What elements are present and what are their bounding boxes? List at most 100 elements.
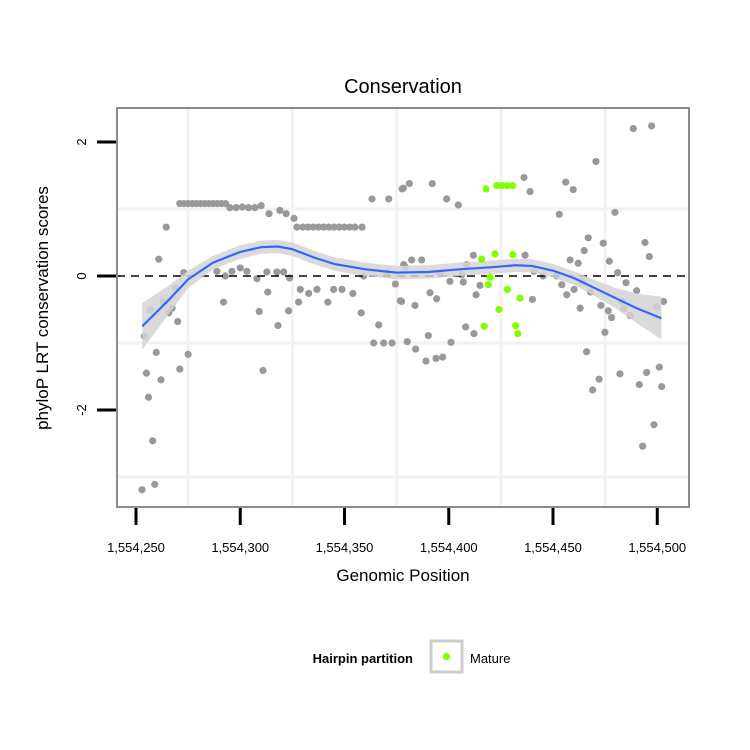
data-point-other — [273, 268, 281, 276]
data-point-other — [648, 122, 656, 130]
data-point-other — [368, 195, 376, 203]
data-point-other — [375, 321, 383, 329]
data-point-other — [422, 357, 430, 365]
x-tick-label: 1,554,400 — [420, 540, 478, 555]
data-point-other — [243, 267, 251, 275]
data-point-mature — [512, 321, 520, 330]
x-tick-label: 1,554,500 — [628, 540, 686, 555]
y-tick-label: 2 — [74, 138, 89, 145]
data-point-other — [151, 480, 159, 488]
data-point-other — [219, 298, 228, 306]
data-point-other — [658, 382, 666, 391]
data-point-other — [285, 307, 293, 315]
data-point-other — [595, 375, 603, 383]
data-point-other — [276, 206, 284, 214]
data-point-other — [293, 223, 301, 231]
data-point-other — [562, 178, 570, 186]
data-point-other — [335, 223, 343, 231]
data-point-other — [213, 267, 221, 275]
data-point-mature — [495, 305, 503, 314]
data-point-other — [236, 264, 244, 272]
data-point-other — [313, 285, 321, 293]
data-point-other — [299, 223, 307, 231]
data-point-mature — [514, 330, 522, 338]
data-point-other — [599, 239, 607, 247]
data-point-other — [645, 252, 653, 261]
data-point-other — [411, 345, 420, 353]
data-point-other — [520, 173, 528, 182]
chart-title: Conservation — [344, 76, 462, 98]
data-point-other — [351, 223, 359, 231]
data-point-other — [290, 214, 298, 222]
data-point-other — [574, 259, 582, 267]
data-point-other — [566, 256, 574, 264]
data-point-other — [622, 279, 630, 287]
data-point-other — [264, 288, 272, 296]
data-point-other — [152, 348, 160, 356]
data-point-other — [295, 298, 303, 306]
data-point-other — [605, 257, 613, 265]
data-point-other — [399, 184, 407, 192]
data-point-other — [439, 353, 447, 361]
data-point-other — [274, 321, 282, 330]
confidence-band — [142, 239, 662, 350]
data-point-other — [280, 268, 288, 276]
data-point-other — [149, 437, 157, 445]
data-point-other — [433, 295, 441, 303]
data-point-other — [309, 223, 317, 231]
data-point-other — [340, 223, 349, 231]
data-point-other — [470, 330, 478, 338]
y-axis-label: phyloP LRT conservation scores — [33, 186, 52, 430]
smooth-trend-line — [141, 245, 662, 328]
data-point-mature — [480, 322, 488, 330]
data-point-other — [263, 268, 271, 276]
data-point-mature — [508, 181, 517, 190]
data-point-other — [391, 280, 399, 288]
data-point-other — [144, 393, 153, 401]
data-point-other — [325, 223, 333, 231]
data-point-other — [576, 304, 584, 312]
data-point-other — [432, 354, 440, 363]
data-point-other — [226, 204, 234, 212]
data-point-other — [611, 208, 619, 216]
data-point-other — [138, 486, 146, 494]
data-point-other — [570, 285, 578, 293]
x-tick-label: 1,554,350 — [316, 540, 374, 555]
data-point-other — [650, 421, 658, 429]
data-point-other — [259, 366, 267, 375]
data-point-other — [604, 307, 612, 315]
data-point-other — [476, 281, 484, 289]
data-point-other — [635, 380, 643, 389]
data-point-other — [349, 289, 357, 298]
legend-title: Hairpin partition — [313, 651, 413, 666]
data-point-other — [162, 223, 170, 231]
data-point-mature — [509, 250, 517, 259]
data-point-other — [304, 223, 312, 231]
data-point-mature — [498, 181, 506, 190]
data-point-other — [257, 202, 265, 210]
y-tick-label: -2 — [74, 404, 89, 416]
data-point-other — [155, 255, 163, 263]
data-point-other — [589, 386, 597, 394]
data-point-other — [643, 368, 651, 377]
y-tick-label: 0 — [74, 272, 89, 279]
data-point-other — [358, 223, 366, 231]
data-point-other — [616, 370, 624, 378]
data-point-other — [253, 275, 261, 283]
data-point-other — [282, 210, 290, 218]
data-point-other — [584, 234, 592, 242]
data-point-other — [398, 297, 406, 306]
data-point-other — [655, 363, 663, 371]
data-point-other — [580, 246, 588, 255]
data-point-other — [447, 338, 455, 346]
data-point-other — [330, 223, 338, 231]
data-point-other — [385, 195, 393, 203]
data-point-other — [251, 204, 259, 212]
data-point-other — [592, 157, 600, 166]
data-point-other — [244, 204, 253, 212]
data-point-other — [426, 289, 434, 297]
data-point-mature — [491, 250, 499, 258]
data-point-other — [424, 332, 432, 340]
panel-background — [117, 108, 689, 507]
